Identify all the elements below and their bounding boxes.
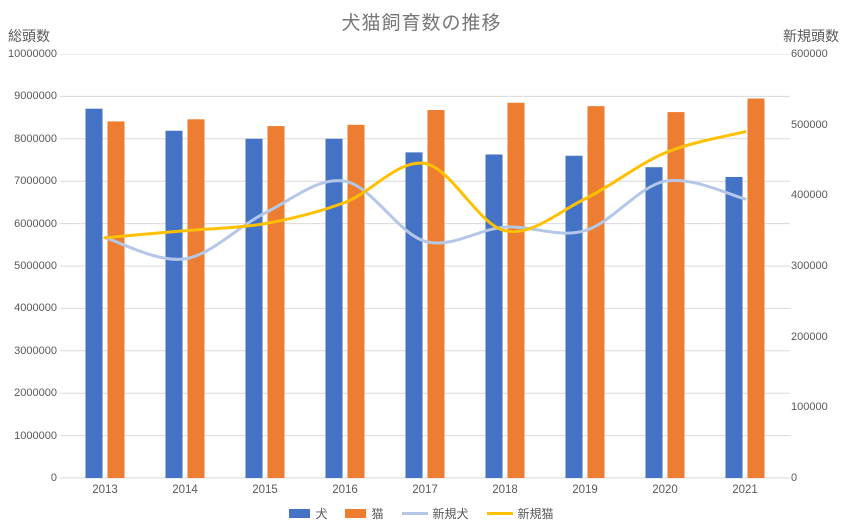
legend-item-new-dog: 新規犬 xyxy=(401,505,469,522)
left-axis-tick-9000000: 9000000 xyxy=(14,90,57,103)
bar-dog-2014 xyxy=(165,130,183,478)
left-axis-tick-7000000: 7000000 xyxy=(14,175,57,188)
bar-dog-2018 xyxy=(485,154,503,478)
right-axis-tick-200000: 200000 xyxy=(791,330,828,343)
x-axis-label-2018: 2018 xyxy=(492,484,518,496)
line-new-cat xyxy=(103,130,747,240)
x-axis-label-2015: 2015 xyxy=(252,484,278,496)
bar-dog-2015 xyxy=(245,138,263,479)
left-axis-tick-1000000: 1000000 xyxy=(14,429,57,442)
bar-dog-2019 xyxy=(565,155,583,478)
legend-label-cat: 猫 xyxy=(371,507,384,521)
bar-cat-2015 xyxy=(267,126,285,478)
legend-item-new-cat: 新規猫 xyxy=(486,505,554,522)
legend-label-new-dog: 新規犬 xyxy=(432,507,469,521)
x-axis-label-2016: 2016 xyxy=(332,484,358,496)
bar-cat-2020 xyxy=(667,112,685,478)
left-axis-tick-2000000: 2000000 xyxy=(14,387,57,400)
x-axis-label-2017: 2017 xyxy=(412,484,438,496)
legend-item-cat: 猫 xyxy=(345,505,384,522)
plot-area xyxy=(60,54,790,479)
x-axis-label-2021: 2021 xyxy=(732,484,758,496)
legend-bar-swatch-dog xyxy=(289,509,311,518)
right-axis-tick-600000: 600000 xyxy=(791,48,828,60)
x-axis-label-2020: 2020 xyxy=(652,484,678,496)
bar-cat-2019 xyxy=(587,106,605,478)
left-axis-tick-10000000: 10000000 xyxy=(8,48,57,60)
right-axis-title: 新規頭数 xyxy=(783,28,839,44)
right-axis-tick-0: 0 xyxy=(791,472,798,484)
legend-line-swatch-new-cat xyxy=(486,512,513,515)
right-axis-tick-300000: 300000 xyxy=(791,260,828,272)
line-new-dog xyxy=(103,178,747,261)
left-axis-title: 総頭数 xyxy=(8,28,50,44)
bar-cat-2013 xyxy=(107,121,125,478)
right-axis-tick-400000: 400000 xyxy=(791,189,828,202)
chart-title: 犬猫飼育数の推移 xyxy=(341,13,502,34)
x-axis-label-2014: 2014 xyxy=(172,484,198,496)
bar-dog-2020 xyxy=(645,167,663,478)
left-axis-tick-5000000: 5000000 xyxy=(14,260,57,272)
legend-label-new-cat: 新規猫 xyxy=(517,507,554,521)
right-axis-tick-100000: 100000 xyxy=(791,401,828,414)
bar-cat-2016 xyxy=(347,124,365,479)
legend-item-dog: 犬 xyxy=(289,505,327,522)
bar-dog-2016 xyxy=(325,138,343,479)
bar-cat-2014 xyxy=(187,119,205,479)
bar-dog-2021 xyxy=(725,176,743,478)
right-axis-tick-500000: 500000 xyxy=(791,118,828,131)
legend-line-swatch-new-dog xyxy=(401,512,428,515)
left-axis-tick-4000000: 4000000 xyxy=(14,302,57,315)
legend-label-dog: 犬 xyxy=(315,507,328,521)
left-axis-tick-3000000: 3000000 xyxy=(14,344,57,357)
chart-legend: 犬 猫 新規犬 新規猫 xyxy=(0,505,843,522)
bar-dog-2013 xyxy=(85,108,103,479)
left-axis-tick-6000000: 6000000 xyxy=(14,217,57,230)
legend-bar-swatch-cat xyxy=(345,509,367,518)
bar-dog-2017 xyxy=(405,152,423,479)
left-axis-tick-0: 0 xyxy=(50,472,57,484)
bar-cat-2017 xyxy=(427,109,445,478)
bar-cat-2021 xyxy=(747,98,765,478)
x-axis-label-2013: 2013 xyxy=(92,484,118,496)
x-axis-label-2019: 2019 xyxy=(572,484,598,496)
left-axis-tick-8000000: 8000000 xyxy=(14,132,57,145)
bar-cat-2018 xyxy=(507,102,525,478)
